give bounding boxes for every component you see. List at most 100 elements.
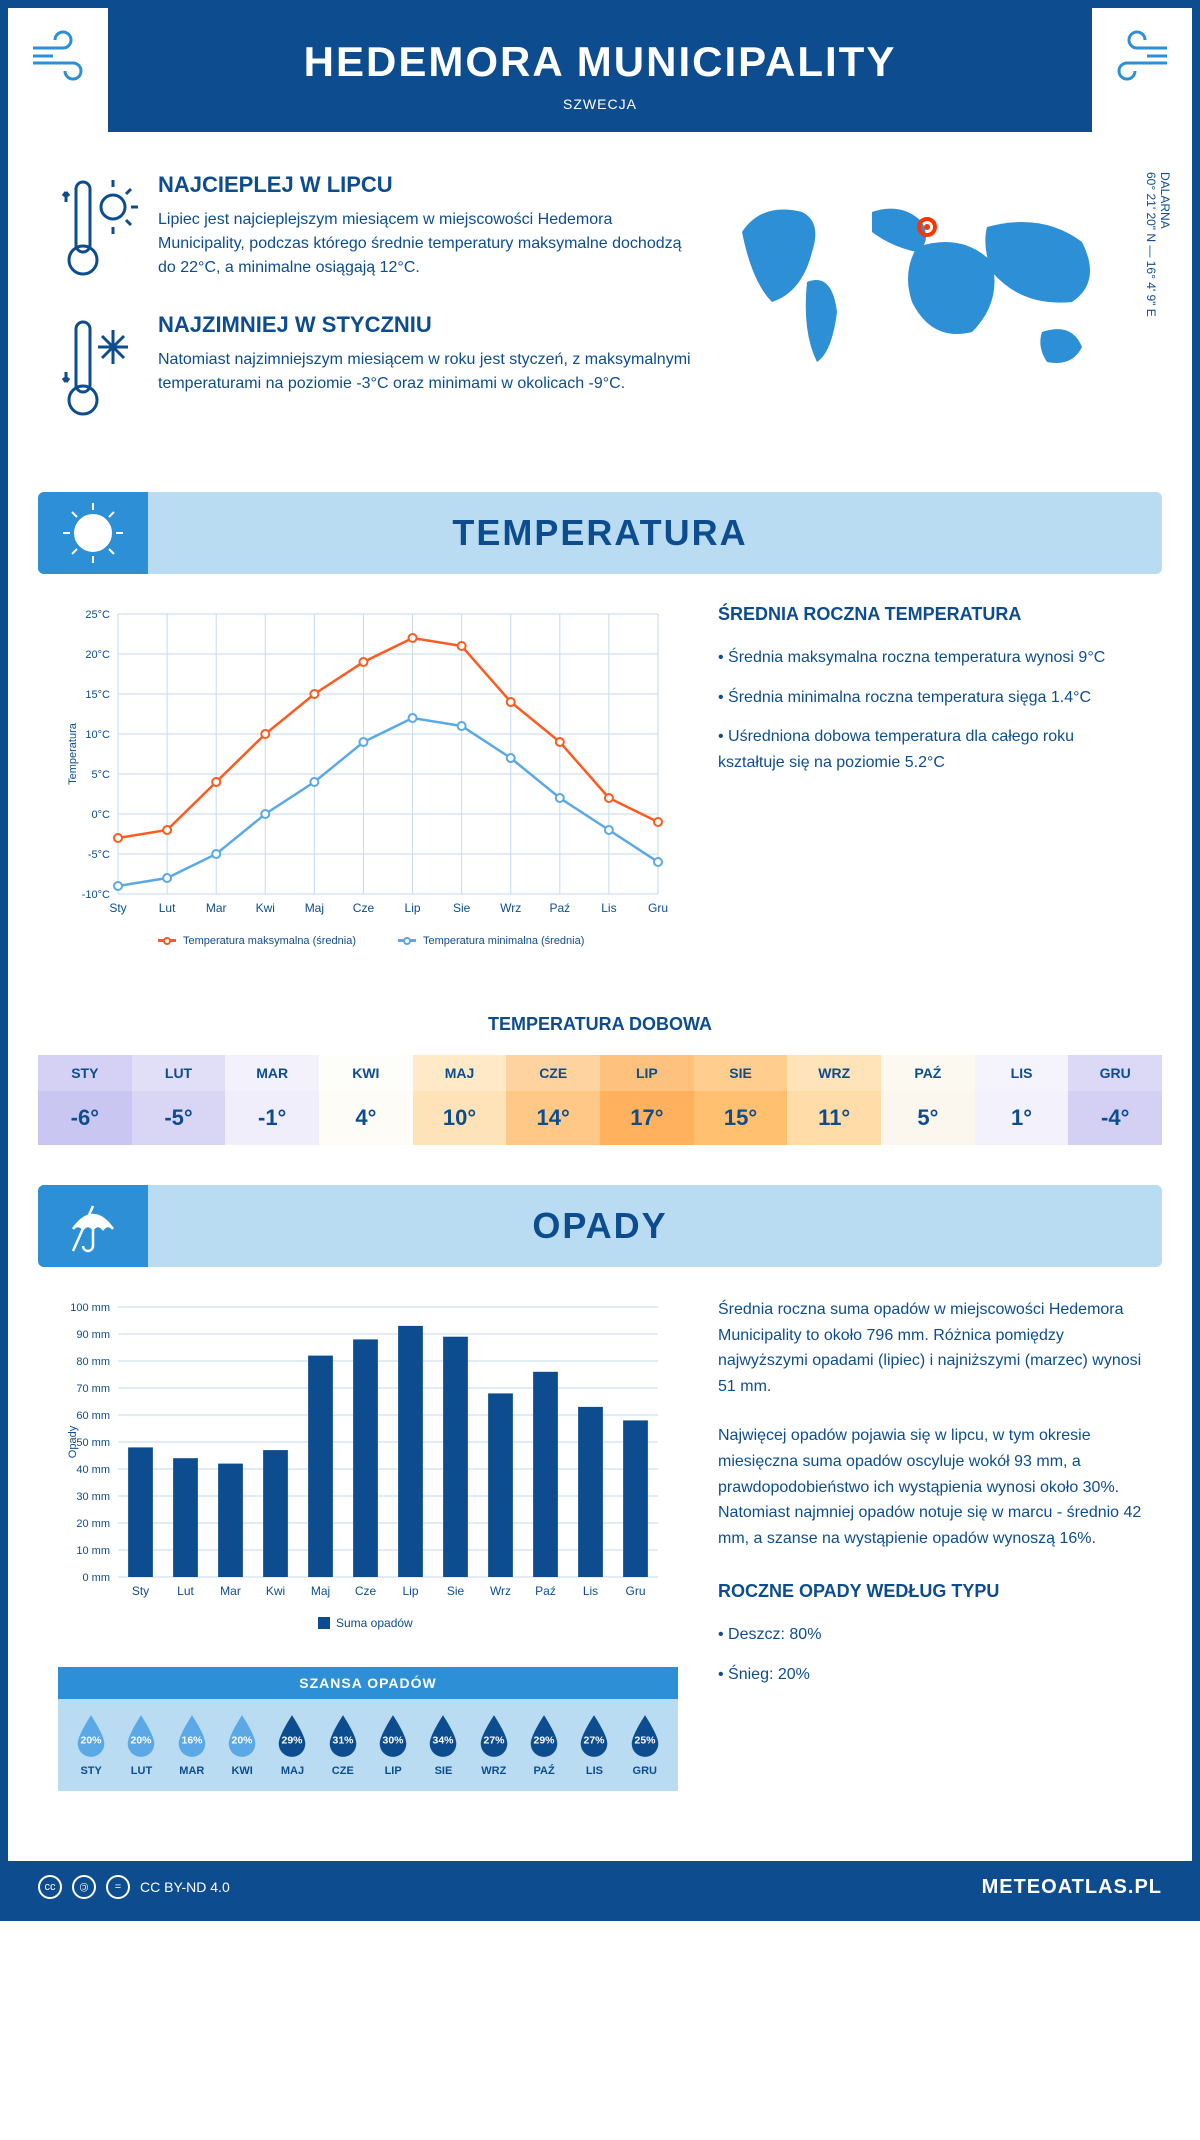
precip-text: Średnia roczna suma opadów w miejscowośc…: [718, 1297, 1142, 1399]
temp-cell: LUT -5°: [132, 1055, 226, 1145]
precipitation-section-header: OPADY: [38, 1185, 1162, 1267]
temp-cell: SIE 15°: [694, 1055, 788, 1145]
svg-text:50 mm: 50 mm: [76, 1437, 110, 1449]
temp-summary-title: ŚREDNIA ROCZNA TEMPERATURA: [718, 604, 1142, 625]
map-region: DALARNA: [1158, 172, 1172, 229]
svg-text:0 mm: 0 mm: [83, 1572, 111, 1584]
cc-icon: cc: [38, 1875, 62, 1899]
svg-text:Lut: Lut: [177, 1584, 194, 1598]
precipitation-chart: 0 mm10 mm20 mm30 mm40 mm50 mm60 mm70 mm8…: [58, 1297, 678, 1637]
svg-text:10°C: 10°C: [85, 729, 110, 741]
temperature-title: TEMPERATURA: [58, 512, 1142, 554]
temperature-chart: -10°C -5°C 0°C 5°C 10°C 15°C 20°C 25°C Sty Lut Mar…: [58, 604, 678, 964]
chance-cell: 29% MAJ: [267, 1713, 317, 1777]
svg-text:27%: 27%: [584, 1736, 605, 1747]
svg-text:Kwi: Kwi: [256, 901, 275, 915]
svg-text:20°C: 20°C: [85, 649, 110, 661]
svg-text:Maj: Maj: [311, 1584, 330, 1598]
temp-summary-item: • Średnia maksymalna roczna temperatura …: [718, 645, 1142, 671]
temp-cell: LIP 17°: [600, 1055, 694, 1145]
by-icon: 🄯: [72, 1875, 96, 1899]
chance-cell: 34% SIE: [418, 1713, 468, 1777]
svg-text:Sty: Sty: [132, 1584, 149, 1598]
svg-text:90 mm: 90 mm: [76, 1329, 110, 1341]
chance-cell: 25% GRU: [620, 1713, 670, 1777]
svg-text:Wrz: Wrz: [500, 901, 521, 915]
temp-cell: STY -6°: [38, 1055, 132, 1145]
svg-text:Sie: Sie: [447, 1584, 465, 1598]
precip-text: Najwięcej opadów pojawia się w lipcu, w …: [718, 1423, 1142, 1551]
chance-cell: 30% LIP: [368, 1713, 418, 1777]
svg-text:Opady: Opady: [67, 1425, 79, 1458]
svg-text:Sty: Sty: [109, 901, 126, 915]
cold-block: NAJZIMNIEJ W STYCZNIU Natomiast najzimni…: [58, 312, 692, 422]
daily-temp-title: TEMPERATURA DOBOWA: [8, 1014, 1192, 1035]
svg-text:10 mm: 10 mm: [76, 1545, 110, 1557]
svg-text:Lip: Lip: [402, 1584, 418, 1598]
svg-text:Sie: Sie: [453, 901, 471, 915]
license-text: CC BY-ND 4.0: [140, 1879, 230, 1895]
svg-text:Cze: Cze: [355, 1584, 377, 1598]
temp-cell: LIS 1°: [975, 1055, 1069, 1145]
temp-cell: PAŹ 5°: [881, 1055, 975, 1145]
temp-summary-item: • Uśredniona dobowa temperatura dla całe…: [718, 724, 1142, 775]
svg-text:Lis: Lis: [583, 1584, 598, 1598]
svg-text:30%: 30%: [383, 1736, 404, 1747]
svg-text:25°C: 25°C: [85, 609, 110, 621]
world-map: DALARNA 60° 21' 20" N — 16° 4' 9" E: [722, 172, 1142, 452]
svg-text:80 mm: 80 mm: [76, 1356, 110, 1368]
warm-title: NAJCIEPLEJ W LIPCU: [158, 172, 692, 198]
svg-text:29%: 29%: [282, 1736, 303, 1747]
precip-type-item: • Śnieg: 20%: [718, 1662, 1142, 1688]
daily-temp-table: STY -6° LUT -5° MAR -1° KWI 4° MAJ 10° C…: [38, 1055, 1162, 1145]
svg-text:20%: 20%: [81, 1736, 102, 1747]
svg-text:Paź: Paź: [535, 1584, 556, 1598]
svg-text:Paź: Paź: [549, 901, 570, 915]
svg-text:31%: 31%: [332, 1736, 353, 1747]
temp-cell: MAR -1°: [225, 1055, 319, 1145]
svg-text:Gru: Gru: [625, 1584, 645, 1598]
svg-text:30 mm: 30 mm: [76, 1491, 110, 1503]
svg-text:-5°C: -5°C: [88, 849, 110, 861]
svg-text:15°C: 15°C: [85, 689, 110, 701]
svg-text:Lut: Lut: [159, 901, 176, 915]
precip-type-item: • Deszcz: 80%: [718, 1622, 1142, 1648]
svg-text:20%: 20%: [131, 1736, 152, 1747]
chance-cell: 31% CZE: [318, 1713, 368, 1777]
svg-text:25%: 25%: [634, 1736, 655, 1747]
svg-text:Temperatura minimalna (średnia: Temperatura minimalna (średnia): [423, 935, 584, 947]
wind-icon: [28, 28, 98, 88]
temp-cell: CZE 14°: [506, 1055, 600, 1145]
svg-text:34%: 34%: [433, 1736, 454, 1747]
svg-text:Lip: Lip: [405, 901, 421, 915]
svg-text:0°C: 0°C: [92, 809, 111, 821]
svg-text:5°C: 5°C: [92, 769, 111, 781]
chance-cell: 29% PAŹ: [519, 1713, 569, 1777]
svg-text:-10°C: -10°C: [82, 889, 110, 901]
umbrella-icon: [38, 1185, 148, 1267]
cold-title: NAJZIMNIEJ W STYCZNIU: [158, 312, 692, 338]
svg-text:Mar: Mar: [206, 901, 227, 915]
chance-cell: 20% STY: [66, 1713, 116, 1777]
warm-text: Lipiec jest najcieplejszym miesiącem w m…: [158, 208, 692, 280]
temp-cell: KWI 4°: [319, 1055, 413, 1145]
precip-type-title: ROCZNE OPADY WEDŁUG TYPU: [718, 1581, 1142, 1602]
map-coords: 60° 21' 20" N — 16° 4' 9" E: [1144, 172, 1158, 317]
page-subtitle: SZWECJA: [128, 96, 1072, 112]
svg-text:Wrz: Wrz: [490, 1584, 511, 1598]
svg-text:Suma opadów: Suma opadów: [336, 1616, 413, 1630]
svg-text:Temperatura maksymalna (średni: Temperatura maksymalna (średnia): [183, 935, 356, 947]
page-title: HEDEMORA MUNICIPALITY: [128, 38, 1072, 86]
chance-cell: 20% LUT: [116, 1713, 166, 1777]
svg-text:Lis: Lis: [601, 901, 616, 915]
svg-text:29%: 29%: [534, 1736, 555, 1747]
brand: METEOATLAS.PL: [982, 1876, 1162, 1899]
thermometer-cold-icon: [58, 312, 138, 422]
footer: cc 🄯 = CC BY-ND 4.0 METEOATLAS.PL: [8, 1861, 1192, 1913]
svg-text:Mar: Mar: [220, 1584, 241, 1598]
thermometer-hot-icon: [58, 172, 138, 282]
svg-text:60 mm: 60 mm: [76, 1410, 110, 1422]
warm-block: NAJCIEPLEJ W LIPCU Lipiec jest najcieple…: [58, 172, 692, 282]
chance-cell: 16% MAR: [167, 1713, 217, 1777]
svg-text:Maj: Maj: [305, 901, 324, 915]
